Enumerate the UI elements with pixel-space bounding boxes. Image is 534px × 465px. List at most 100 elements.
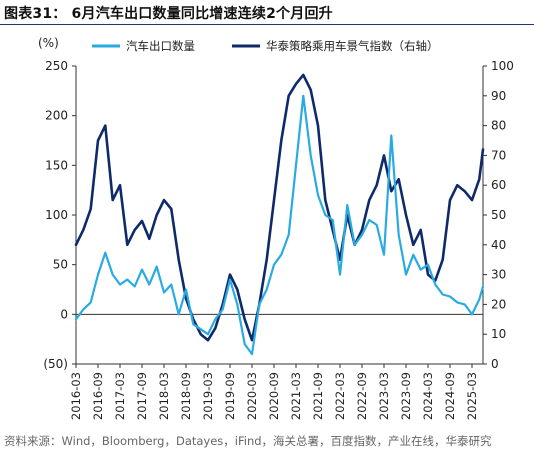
point-car-exports bbox=[471, 313, 473, 316]
x-tick-label: 2020-09 bbox=[267, 372, 281, 420]
figure-title: 图表31： 6月汽车出口数量同比增速连续2个月回升 bbox=[4, 6, 333, 22]
point-car-exports bbox=[397, 234, 400, 236]
title-divider bbox=[0, 24, 534, 25]
point-car-exports bbox=[449, 295, 451, 298]
point-sentiment-index bbox=[478, 178, 481, 180]
point-car-exports bbox=[482, 285, 484, 288]
left-tick-label: 150 bbox=[45, 158, 68, 172]
point-car-exports bbox=[302, 95, 305, 97]
point-sentiment-index bbox=[463, 190, 466, 192]
point-car-exports bbox=[331, 219, 334, 221]
point-car-exports bbox=[368, 219, 371, 221]
right-tick-label: 30 bbox=[491, 268, 506, 282]
point-car-exports bbox=[346, 204, 349, 206]
point-sentiment-index bbox=[148, 238, 151, 240]
point-car-exports bbox=[177, 313, 180, 316]
right-tick-label: 70 bbox=[491, 148, 506, 162]
right-tick-label: 10 bbox=[491, 327, 506, 341]
point-sentiment-index bbox=[126, 244, 129, 246]
point-car-exports bbox=[243, 343, 246, 345]
point-sentiment-index bbox=[214, 327, 217, 330]
point-car-exports bbox=[75, 318, 77, 321]
point-car-exports bbox=[214, 318, 217, 321]
point-sentiment-index bbox=[324, 199, 327, 201]
point-sentiment-index bbox=[265, 258, 268, 261]
right-tick-label: 90 bbox=[491, 89, 506, 103]
point-sentiment-index bbox=[229, 273, 231, 276]
point-sentiment-index bbox=[287, 95, 290, 97]
point-car-exports bbox=[375, 224, 378, 226]
left-tick-label: 100 bbox=[45, 208, 68, 222]
point-sentiment-index bbox=[199, 333, 202, 336]
right-tick-label: 50 bbox=[491, 208, 506, 222]
point-sentiment-index bbox=[419, 229, 422, 231]
point-car-exports bbox=[119, 283, 121, 286]
point-sentiment-index bbox=[471, 199, 473, 201]
point-car-exports bbox=[478, 298, 481, 301]
point-car-exports bbox=[317, 194, 319, 196]
point-car-exports bbox=[207, 333, 209, 336]
point-car-exports bbox=[133, 285, 136, 288]
point-sentiment-index bbox=[397, 178, 400, 180]
point-car-exports bbox=[104, 251, 107, 254]
point-sentiment-index bbox=[133, 229, 136, 231]
plot-area bbox=[74, 73, 485, 356]
point-sentiment-index bbox=[104, 124, 107, 127]
left-tick-label: (50) bbox=[43, 357, 68, 371]
point-sentiment-index bbox=[243, 318, 246, 321]
point-car-exports bbox=[126, 278, 129, 281]
point-sentiment-index bbox=[273, 199, 275, 201]
x-tick-label: 2025-03 bbox=[465, 372, 479, 420]
point-sentiment-index bbox=[339, 258, 341, 261]
point-car-exports bbox=[441, 293, 444, 296]
point-car-exports bbox=[280, 253, 283, 256]
source-note: 资料来源：Wind，Bloomberg，Datayes，iFind，海关总署，百… bbox=[4, 434, 492, 448]
point-sentiment-index bbox=[236, 288, 239, 291]
point-sentiment-index bbox=[361, 229, 363, 231]
point-sentiment-index bbox=[295, 83, 297, 85]
point-car-exports bbox=[97, 273, 99, 276]
point-sentiment-index bbox=[97, 139, 99, 142]
series-line-sentiment-index bbox=[74, 73, 485, 342]
point-car-exports bbox=[390, 134, 393, 137]
point-sentiment-index bbox=[390, 190, 393, 192]
right-tick-label: 20 bbox=[491, 297, 506, 311]
point-car-exports bbox=[463, 303, 466, 306]
point-car-exports bbox=[434, 283, 437, 286]
point-sentiment-index bbox=[309, 89, 312, 91]
x-tick-label: 2018-03 bbox=[157, 372, 171, 420]
point-car-exports bbox=[456, 301, 459, 304]
x-tick-label: 2024-03 bbox=[421, 372, 435, 420]
point-car-exports bbox=[258, 303, 261, 306]
y-unit-label: (%) bbox=[38, 36, 59, 50]
point-sentiment-index bbox=[441, 258, 444, 261]
point-sentiment-index bbox=[427, 273, 429, 276]
point-car-exports bbox=[111, 273, 114, 276]
point-car-exports bbox=[405, 273, 407, 276]
point-car-exports bbox=[155, 265, 158, 268]
point-car-exports bbox=[324, 214, 327, 216]
point-car-exports bbox=[353, 244, 356, 246]
point-sentiment-index bbox=[383, 154, 385, 157]
point-sentiment-index bbox=[375, 184, 378, 186]
left-tick-label: 50 bbox=[53, 258, 68, 272]
point-car-exports bbox=[265, 288, 268, 291]
point-car-exports bbox=[221, 308, 224, 311]
point-sentiment-index bbox=[456, 184, 459, 186]
left-tick-label: 200 bbox=[45, 109, 68, 123]
x-tick-label: 2022-03 bbox=[333, 372, 347, 420]
point-sentiment-index bbox=[177, 258, 180, 261]
x-tick-label: 2024-09 bbox=[443, 372, 457, 420]
point-car-exports bbox=[287, 234, 290, 236]
legend: 汽车出口数量 华泰策略乘用车景气指数（右轴） bbox=[92, 39, 439, 53]
point-car-exports bbox=[412, 253, 415, 256]
axes: (50) 0 50 100 150 200 250 0 10 20 30 40 50 60 70 80 90 10… bbox=[43, 59, 514, 420]
x-tick-label: 2017-03 bbox=[113, 372, 127, 420]
series-line-car-exports bbox=[74, 94, 485, 356]
point-car-exports bbox=[89, 301, 92, 304]
point-sentiment-index bbox=[155, 214, 158, 216]
legend-label-index: 华泰策略乘用车景气指数（右轴） bbox=[266, 39, 439, 53]
point-sentiment-index bbox=[482, 148, 484, 151]
right-tick-label: 60 bbox=[491, 178, 506, 192]
point-sentiment-index bbox=[317, 124, 319, 127]
